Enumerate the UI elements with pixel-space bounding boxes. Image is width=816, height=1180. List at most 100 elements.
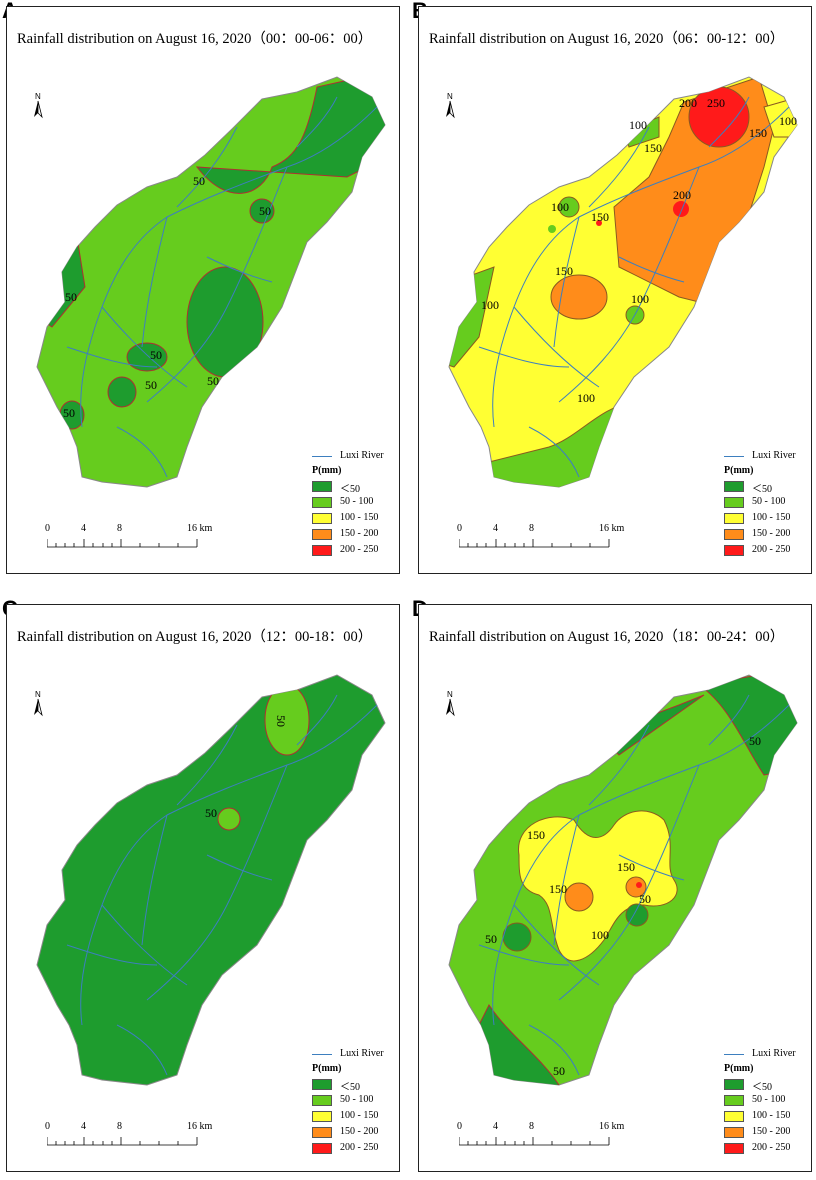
north-arrow: N — [31, 689, 45, 724]
contour-label: 100 — [629, 118, 647, 132]
contour-label: 100 — [577, 391, 595, 405]
north-arrow: N — [443, 91, 457, 126]
contour-label: 50 — [205, 806, 217, 820]
contour-label: 50 — [65, 290, 77, 304]
legend-river-label: Luxi River — [752, 450, 796, 461]
north-label: N — [35, 690, 41, 699]
map-panel-b: Rainfall distribution on August 16, 2020… — [418, 6, 812, 574]
contour-label: 50 — [485, 932, 497, 946]
contour-label: 50 — [259, 204, 271, 218]
river-legend-line — [724, 456, 744, 457]
legend-swatch — [724, 481, 744, 492]
contour-label: 200 — [673, 188, 691, 202]
contour-label: 50 — [150, 348, 162, 362]
legend-label: 150 - 200 — [752, 528, 791, 539]
legend-label: ＜50 — [752, 484, 772, 495]
legend-swatch — [724, 513, 744, 524]
legend-swatch — [312, 481, 332, 492]
contour-label: 250 — [707, 96, 725, 110]
north-label: N — [35, 92, 41, 101]
legend-label: 200 - 250 — [340, 544, 379, 555]
contour-label: 50 — [639, 892, 651, 906]
contour-label: 150 — [749, 126, 767, 140]
legend-label: 150 - 200 — [752, 1126, 791, 1137]
map-title-d: Rainfall distribution on August 16, 2020… — [429, 629, 785, 645]
scale-label: 16 km — [187, 523, 213, 534]
river-legend-line — [312, 456, 332, 457]
map-title-b: Rainfall distribution on August 16, 2020… — [429, 31, 785, 47]
legend-label: 150 - 200 — [340, 528, 379, 539]
legend-swatch — [312, 545, 332, 556]
contour-label: 150 — [555, 264, 573, 278]
legend-label: 100 - 150 — [752, 512, 791, 523]
scale-label: 0 — [457, 523, 462, 534]
river-legend-line — [724, 1054, 744, 1055]
legend-label: 50 - 100 — [752, 1094, 786, 1105]
legend-swatch — [312, 1079, 332, 1090]
north-arrow: N — [31, 91, 45, 126]
contour-label: 50 — [193, 174, 205, 188]
legend-label: 200 - 250 — [752, 1142, 791, 1153]
legend-swatch — [312, 497, 332, 508]
scale-label: 8 — [117, 523, 122, 534]
legend-swatch — [724, 1079, 744, 1090]
legend-river-label: Luxi River — [340, 1048, 384, 1059]
scale-label: 0 — [45, 1121, 50, 1132]
rainfall-map-a: 50 50 50 50 50 50 50 — [36, 76, 386, 488]
contour-label: 150 — [617, 860, 635, 874]
river-legend-line — [312, 1054, 332, 1055]
legend-river-label: Luxi River — [340, 450, 384, 461]
contour-label: 150 — [591, 210, 609, 224]
scale-label: 16 km — [187, 1121, 213, 1132]
legend-swatch — [724, 1143, 744, 1154]
contour-label: 100 — [481, 298, 499, 312]
legend-label: 100 - 150 — [340, 1110, 379, 1121]
legend-swatch — [312, 1111, 332, 1122]
legend-swatch — [724, 545, 744, 556]
scale-label: 4 — [493, 523, 498, 534]
legend-label: ＜50 — [340, 1082, 360, 1093]
contour-label: 150 — [644, 141, 662, 155]
scale-label: 0 — [45, 523, 50, 534]
contour-label: 200 — [679, 96, 697, 110]
legend-title: P(mm) — [312, 1063, 342, 1074]
legend-swatch — [312, 1127, 332, 1138]
map-panel-a: Rainfall distribution on August 16, 2020… — [6, 6, 400, 574]
contour-label: 50 — [749, 734, 761, 748]
contour-label: 100 — [779, 114, 797, 128]
legend-label: 150 - 200 — [340, 1126, 379, 1137]
legend-title: P(mm) — [312, 465, 342, 476]
legend-label: 50 - 100 — [752, 496, 786, 507]
legend-swatch — [724, 1127, 744, 1138]
scale-label: 4 — [81, 1121, 86, 1132]
scale-label: 8 — [529, 1121, 534, 1132]
map-title-c: Rainfall distribution on August 16, 2020… — [17, 629, 373, 645]
north-label: N — [447, 690, 453, 699]
legend-swatch — [724, 1095, 744, 1106]
legend-swatch — [724, 497, 744, 508]
legend-swatch — [312, 529, 332, 540]
legend-title: P(mm) — [724, 1063, 754, 1074]
contour-label: 100 — [591, 928, 609, 942]
legend-label: 50 - 100 — [340, 496, 374, 507]
scale-label: 0 — [457, 1121, 462, 1132]
legend-label: 100 - 150 — [340, 512, 379, 523]
map-panel-c: Rainfall distribution on August 16, 2020… — [6, 604, 400, 1172]
rainfall-map-d: 50 150 150 150 50 100 50 50 — [448, 674, 798, 1086]
scale-label: 4 — [493, 1121, 498, 1132]
legend-label: 200 - 250 — [340, 1142, 379, 1153]
scale-label: 16 km — [599, 1121, 625, 1132]
legend-swatch — [312, 1143, 332, 1154]
contour-label: 50 — [207, 374, 219, 388]
contour-label: 100 — [551, 200, 569, 214]
legend-swatch — [724, 529, 744, 540]
legend-swatch — [724, 1111, 744, 1122]
contour-label: 50 — [553, 1064, 565, 1078]
north-label: N — [447, 92, 453, 101]
legend-label: 100 - 150 — [752, 1110, 791, 1121]
legend-label: 200 - 250 — [752, 544, 791, 555]
rainfall-map-b: 250 200 150 100 100 150 150 200 100 150 … — [448, 76, 798, 488]
scale-label: 4 — [81, 523, 86, 534]
legend-label: ＜50 — [752, 1082, 772, 1093]
legend-swatch — [312, 513, 332, 524]
